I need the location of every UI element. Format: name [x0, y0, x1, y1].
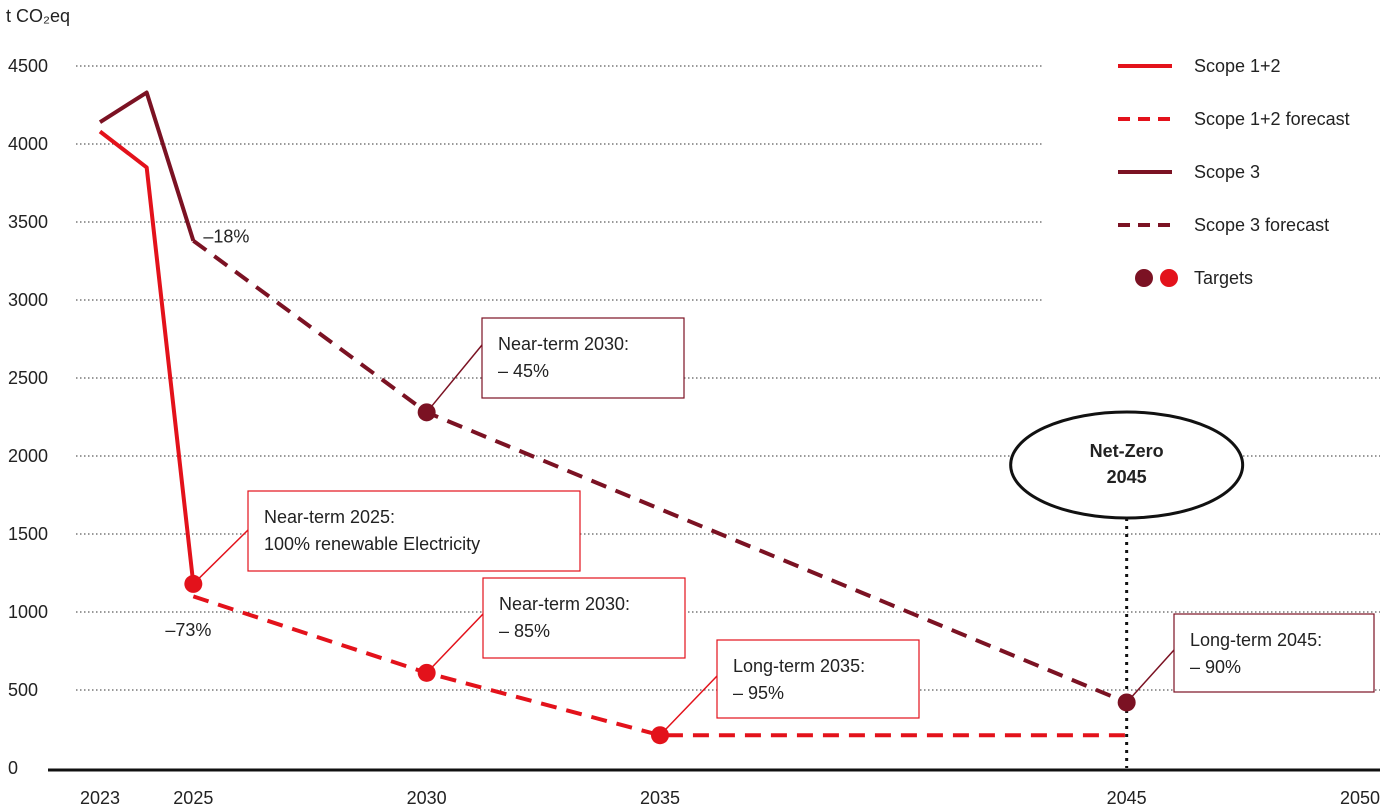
target-point	[651, 726, 669, 745]
annotation-leaders	[192, 344, 1175, 736]
series-scope-1-2	[98, 129, 196, 585]
x-axis-ticks: 2023 2025 2030 2035 2045 2050	[80, 788, 1380, 808]
annotation-text: 100% renewable Electricity	[264, 534, 480, 554]
x-tick-label: 2045	[1107, 788, 1147, 808]
legend-label: Targets	[1194, 268, 1253, 288]
x-tick-label: 2025	[173, 788, 213, 808]
legend: Scope 1+2 Scope 1+2 forecast Scope 3 Scope …	[1118, 56, 1350, 288]
x-tick-label: 2030	[407, 788, 447, 808]
annotation-leader-line	[192, 529, 249, 585]
annotation-text: Near-term 2030:	[499, 594, 630, 614]
net-zero-ellipse	[1009, 410, 1245, 520]
point-labels: –18% –73%	[165, 227, 249, 640]
y-tick-label: 1500	[8, 524, 48, 544]
y-tick-label: 2500	[8, 368, 48, 388]
y-axis-ticks: 0 500 1000 1500 2000 2500 3000 3500 4000 4500	[8, 56, 48, 778]
annotation-box	[481, 317, 685, 399]
net-zero-label: Net-Zero	[1090, 441, 1164, 461]
y-tick-label: 4500	[8, 56, 48, 76]
annotation-text: – 45%	[498, 361, 549, 381]
legend-target-dot-dark	[1135, 269, 1153, 287]
legend-label: Scope 3	[1194, 162, 1260, 182]
annotation-text: – 85%	[499, 621, 550, 641]
y-tick-label: 3000	[8, 290, 48, 310]
annotation-box	[1173, 613, 1375, 693]
annotation-text: Near-term 2030:	[498, 334, 629, 354]
target-markers	[184, 403, 1136, 745]
series-scope-1-2-forecast	[192, 594, 1127, 738]
y-tick-label: 2000	[8, 446, 48, 466]
target-point	[417, 403, 436, 422]
gridlines	[76, 65, 1380, 691]
legend-label: Scope 1+2	[1194, 56, 1281, 76]
target-point	[184, 574, 203, 593]
annotation-leader-line	[426, 344, 483, 413]
annotation-text: – 90%	[1190, 657, 1241, 677]
net-zero-marker: Net-Zero 2045	[1009, 410, 1245, 768]
annotation-box	[482, 577, 686, 659]
y-tick-label: 500	[8, 680, 38, 700]
target-point	[1117, 693, 1136, 712]
annotation-text: – 95%	[733, 683, 784, 703]
annotation-text: Long-term 2045:	[1190, 630, 1322, 650]
annotation-text: Near-term 2025:	[264, 507, 395, 527]
x-tick-label: 2050	[1340, 788, 1380, 808]
x-tick-label: 2035	[640, 788, 680, 808]
y-tick-label: 0	[8, 758, 18, 778]
net-zero-year: 2045	[1107, 467, 1147, 487]
annotation-leader-line	[659, 675, 718, 736]
point-label: –18%	[203, 227, 249, 247]
y-unit-label: t CO₂eq	[6, 6, 70, 26]
annotation-boxes: Near-term 2030: – 45% Near-term 2025: 100% …	[247, 317, 1375, 719]
legend-label: Scope 3 forecast	[1194, 215, 1329, 235]
annotation-box	[247, 490, 581, 572]
series-scope-3	[98, 90, 196, 242]
point-label: –73%	[165, 620, 211, 640]
annotation-box	[716, 639, 920, 719]
x-tick-label: 2023	[80, 788, 120, 808]
y-tick-label: 1000	[8, 602, 48, 622]
target-point	[417, 663, 436, 682]
annotation-leader-line	[1126, 649, 1175, 703]
legend-label: Scope 1+2 forecast	[1194, 109, 1350, 129]
annotation-leader-line	[426, 613, 484, 674]
annotation-text: Long-term 2035:	[733, 656, 865, 676]
y-tick-label: 3500	[8, 212, 48, 232]
legend-target-dot-red	[1160, 269, 1178, 287]
y-tick-label: 4000	[8, 134, 48, 154]
